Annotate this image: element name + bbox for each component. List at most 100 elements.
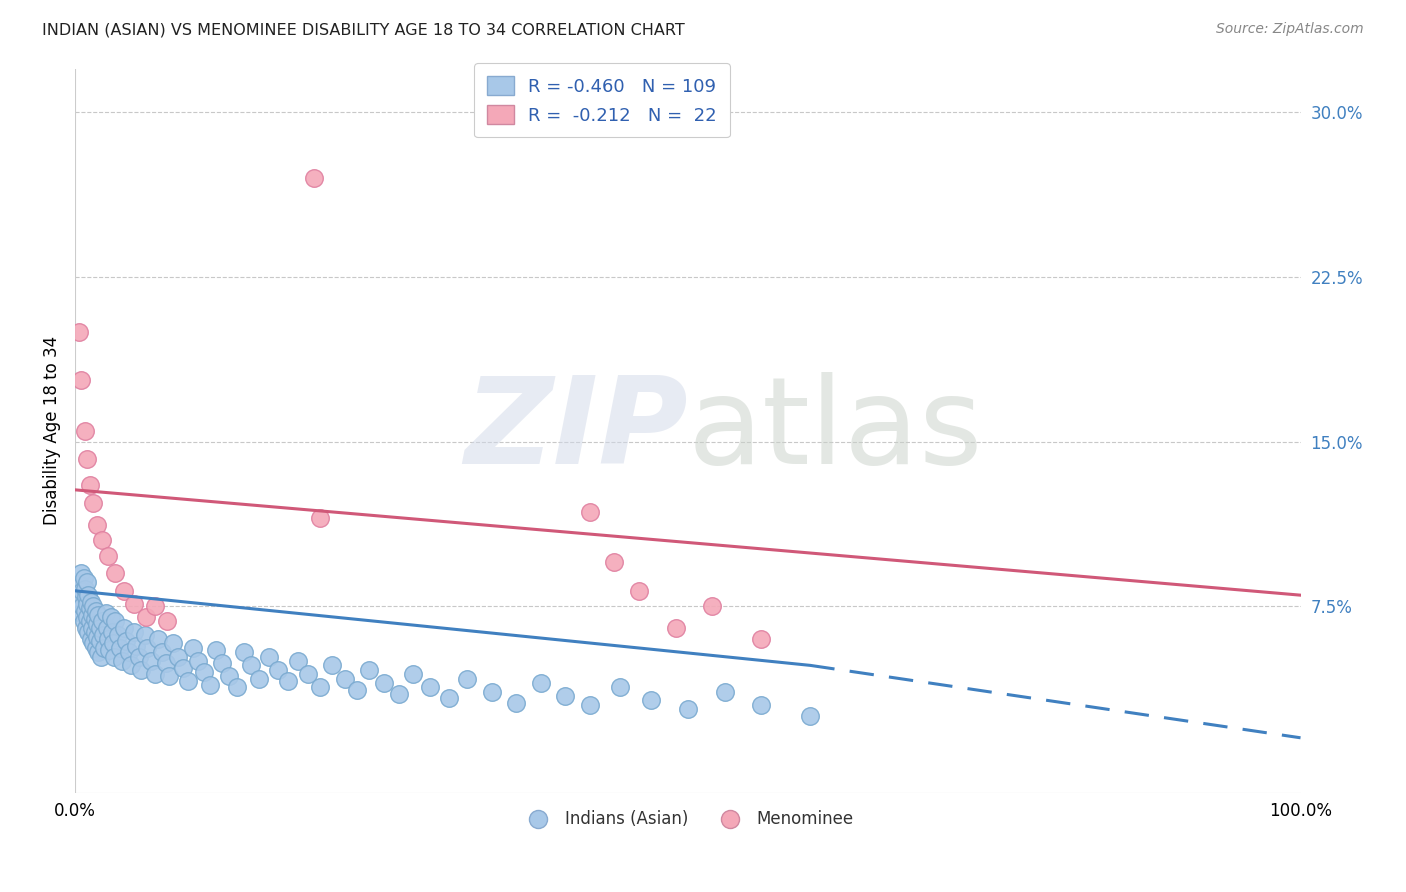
Point [72,599,94,614]
Point [104,615,127,629]
Point [437,691,460,706]
Point [112,583,135,598]
Point [82,496,104,510]
Point [134,628,156,642]
Point [72,615,94,629]
Point [150,645,173,659]
Point [162,636,184,650]
Point [75,591,97,605]
Point [505,696,527,710]
Point [77,625,100,640]
Point [89,621,111,635]
Point [302,171,325,186]
Point [640,693,662,707]
Point [70,606,93,620]
Point [177,673,200,688]
Point [799,709,821,723]
Point [664,621,686,635]
Point [91,615,114,629]
Point [82,636,104,650]
Point [309,681,332,695]
Point [143,599,166,614]
Point [198,678,221,692]
Point [80,632,103,646]
Point [77,588,100,602]
Point [86,630,108,644]
Point [70,566,93,581]
Text: Source: ZipAtlas.com: Source: ZipAtlas.com [1216,22,1364,37]
Point [211,656,233,670]
Y-axis label: Disability Age 18 to 34: Disability Age 18 to 34 [44,336,60,525]
Point [277,673,299,688]
Point [75,621,97,635]
Point [72,583,94,598]
Point [530,676,553,690]
Point [333,672,356,686]
Point [297,667,319,681]
Point [136,640,159,655]
Text: INDIAN (ASIAN) VS MENOMINEE DISABILITY AGE 18 TO 34 CORRELATION CHART: INDIAN (ASIAN) VS MENOMINEE DISABILITY A… [42,22,685,37]
Point [90,649,112,664]
Point [257,649,280,664]
Point [79,601,101,615]
Legend: Indians (Asian), Menominee: Indians (Asian), Menominee [515,804,860,835]
Point [603,555,626,569]
Point [167,649,190,664]
Point [93,640,115,655]
Point [91,533,114,548]
Point [104,566,127,581]
Point [181,640,204,655]
Point [76,597,98,611]
Point [118,645,141,659]
Point [387,687,409,701]
Point [578,698,600,712]
Point [143,667,166,681]
Point [82,607,104,622]
Point [94,606,117,620]
Point [73,424,96,438]
Point [67,325,90,339]
Point [157,669,180,683]
Point [112,621,135,635]
Point [125,639,148,653]
Point [76,452,98,467]
Point [82,621,104,635]
Point [267,663,290,677]
Point [702,599,724,614]
Point [79,478,101,492]
Point [98,643,121,657]
Point [83,612,105,626]
Point [129,663,152,677]
Point [100,625,122,640]
Point [225,681,247,695]
Point [122,625,145,640]
Point [97,632,120,646]
Point [89,634,111,648]
Point [101,636,124,650]
Point [76,610,98,624]
Point [79,615,101,629]
Point [359,663,381,677]
Point [128,649,150,664]
Point [86,616,108,631]
Point [86,518,108,533]
Point [554,689,576,703]
Point [82,599,104,614]
Point [481,684,503,698]
Point [609,681,631,695]
Point [247,672,270,686]
Point [122,597,145,611]
Point [187,654,209,668]
Point [100,610,122,624]
Point [73,603,96,617]
Point [676,702,699,716]
Point [84,603,107,617]
Point [70,373,93,387]
Point [456,672,478,686]
Point [205,643,228,657]
Point [115,634,138,648]
Point [107,628,129,642]
Point [72,571,94,585]
Point [96,621,118,635]
Point [67,577,90,591]
